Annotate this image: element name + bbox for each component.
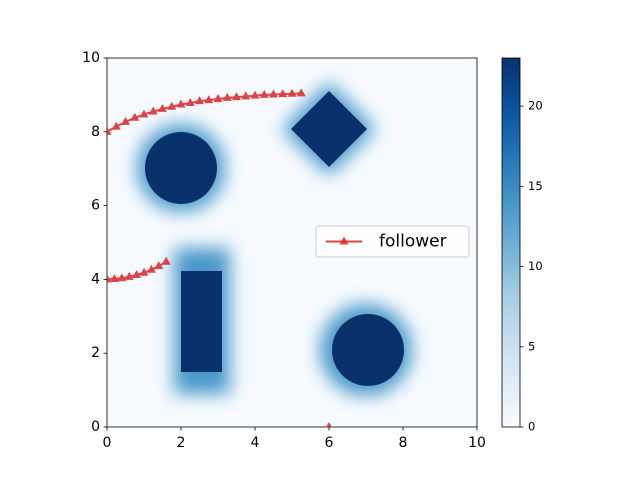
colorbar-tick-label: 5 <box>528 339 535 353</box>
marker <box>278 89 288 98</box>
marker <box>139 267 149 276</box>
marker <box>148 106 158 115</box>
marker <box>124 271 134 280</box>
series <box>107 88 334 427</box>
x-tick-label: 0 <box>103 435 112 451</box>
x-tick-label: 6 <box>325 435 334 451</box>
marker <box>241 91 251 100</box>
legend-marker <box>339 236 349 245</box>
legend-label: follower <box>379 232 447 252</box>
colorbar-tick-label: 0 <box>528 420 535 434</box>
marker <box>111 121 121 130</box>
legend-box <box>315 225 470 258</box>
marker <box>121 116 130 125</box>
y-tick-label: 6 <box>91 198 100 214</box>
marker <box>132 269 142 278</box>
marker <box>146 264 156 273</box>
x-tick-label: 4 <box>251 435 260 451</box>
marker <box>117 273 127 282</box>
marker <box>195 96 204 105</box>
x-tick-label: 2 <box>177 435 186 451</box>
y-tick-label: 2 <box>91 345 100 361</box>
marker <box>213 93 223 102</box>
marker <box>109 274 119 283</box>
marker <box>287 88 297 97</box>
plot-frame <box>106 57 478 428</box>
marker <box>139 109 149 118</box>
marker <box>296 88 306 97</box>
marker <box>167 101 177 110</box>
marker <box>185 98 195 107</box>
x-tick-label: 8 <box>399 435 408 451</box>
marker <box>232 92 241 101</box>
marker <box>161 256 171 265</box>
marker <box>326 422 332 427</box>
y-tick-label: 10 <box>82 50 100 66</box>
colorbar-tick-label: 15 <box>528 179 543 193</box>
marker <box>107 274 112 283</box>
marker <box>158 103 167 112</box>
marker <box>154 261 164 270</box>
marker <box>269 89 278 98</box>
colorbar-tick-label: 20 <box>528 99 543 113</box>
y-tick-label: 8 <box>91 124 100 140</box>
marker <box>176 99 186 108</box>
marker <box>250 90 260 99</box>
legend: follower <box>315 225 470 258</box>
marker <box>222 92 232 101</box>
y-tick-label: 4 <box>91 271 100 287</box>
marker <box>107 126 112 135</box>
x-tick-label: 10 <box>468 435 486 451</box>
colorbar-tick-label: 10 <box>528 259 543 273</box>
y-tick-label: 0 <box>91 419 100 435</box>
marker <box>259 89 269 98</box>
marker <box>204 95 214 104</box>
marker <box>130 112 140 121</box>
colorbar <box>501 57 521 428</box>
